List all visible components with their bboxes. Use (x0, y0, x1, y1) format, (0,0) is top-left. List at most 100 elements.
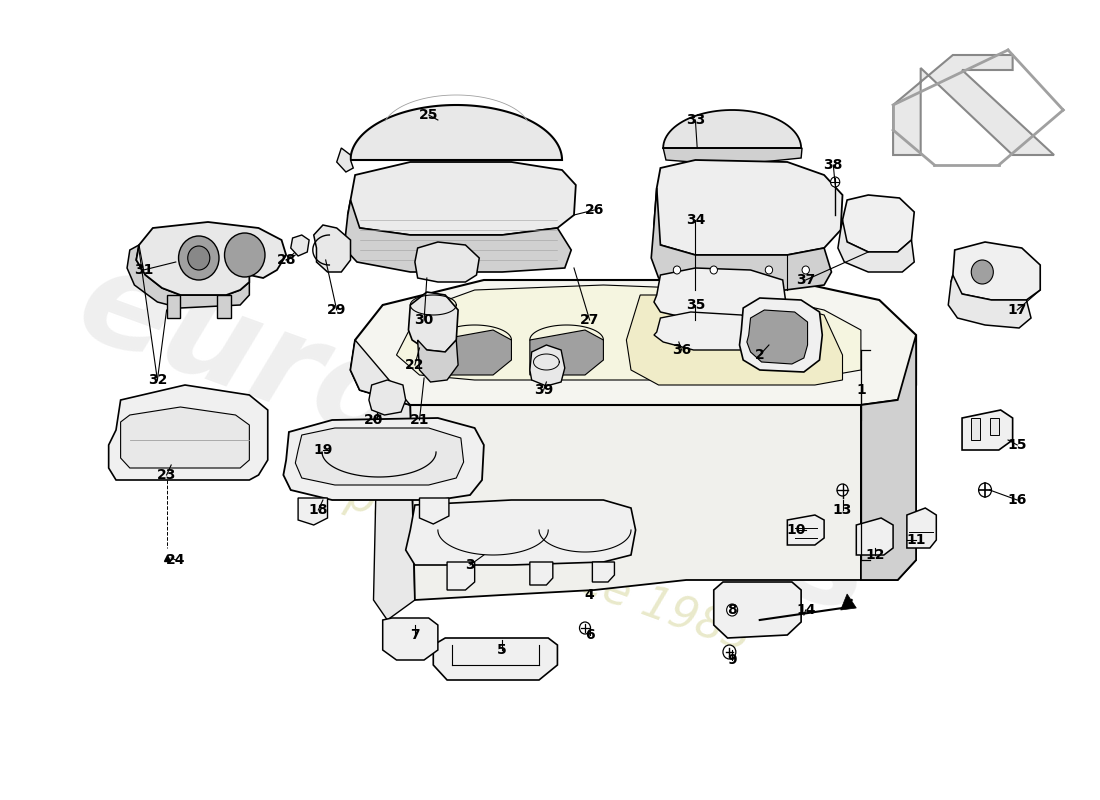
Text: 29: 29 (327, 303, 346, 317)
Text: 9: 9 (727, 653, 737, 667)
Polygon shape (298, 498, 328, 525)
Circle shape (178, 236, 219, 280)
Circle shape (979, 483, 991, 497)
Text: 21: 21 (409, 413, 429, 427)
Polygon shape (663, 110, 801, 148)
Polygon shape (314, 225, 351, 272)
Circle shape (723, 645, 736, 659)
Polygon shape (626, 295, 843, 385)
Text: 30: 30 (415, 313, 433, 327)
Polygon shape (126, 245, 250, 308)
Text: 17: 17 (1008, 303, 1027, 317)
Polygon shape (284, 418, 484, 500)
Polygon shape (415, 242, 480, 282)
Polygon shape (654, 160, 843, 255)
Text: 32: 32 (147, 373, 167, 387)
Polygon shape (840, 594, 856, 610)
Polygon shape (447, 562, 475, 590)
Text: 13: 13 (833, 503, 853, 517)
Polygon shape (530, 345, 564, 386)
Polygon shape (856, 518, 893, 555)
Polygon shape (906, 508, 936, 548)
Polygon shape (406, 500, 636, 565)
Polygon shape (651, 188, 832, 290)
Polygon shape (410, 405, 916, 600)
Polygon shape (166, 295, 180, 318)
Circle shape (830, 177, 839, 187)
Polygon shape (217, 295, 231, 318)
Polygon shape (121, 407, 250, 468)
Polygon shape (654, 312, 760, 350)
Polygon shape (948, 275, 1031, 328)
Polygon shape (351, 280, 916, 405)
Polygon shape (383, 618, 438, 660)
Polygon shape (419, 498, 449, 524)
Text: 6: 6 (585, 628, 594, 642)
Circle shape (580, 622, 591, 634)
Polygon shape (747, 310, 807, 364)
Text: 24: 24 (166, 553, 186, 567)
Polygon shape (351, 105, 562, 160)
Circle shape (673, 266, 681, 274)
Polygon shape (136, 222, 286, 295)
Text: 7: 7 (410, 628, 420, 642)
Circle shape (711, 266, 717, 274)
Text: 18: 18 (309, 503, 328, 517)
Polygon shape (433, 638, 558, 680)
Polygon shape (893, 55, 1054, 155)
Text: 15: 15 (1008, 438, 1027, 452)
Polygon shape (295, 428, 463, 485)
Polygon shape (840, 195, 914, 252)
Polygon shape (337, 148, 353, 172)
Polygon shape (530, 330, 604, 375)
Polygon shape (109, 385, 267, 480)
Text: 3: 3 (465, 558, 475, 572)
Text: 19: 19 (314, 443, 332, 457)
Polygon shape (344, 200, 571, 272)
Polygon shape (530, 562, 553, 585)
Text: 2: 2 (755, 348, 764, 362)
Polygon shape (348, 162, 575, 235)
Polygon shape (861, 335, 916, 580)
Polygon shape (990, 418, 999, 435)
Text: a passion since 1985: a passion since 1985 (302, 460, 757, 660)
Polygon shape (418, 340, 458, 382)
Polygon shape (714, 582, 801, 638)
Polygon shape (952, 242, 1041, 300)
Text: 25: 25 (419, 108, 439, 122)
Text: 1: 1 (856, 383, 866, 397)
Text: 4: 4 (585, 588, 594, 602)
Circle shape (837, 484, 848, 496)
Polygon shape (663, 148, 802, 165)
Polygon shape (438, 330, 512, 375)
Text: 14: 14 (796, 603, 815, 617)
Text: 5: 5 (497, 643, 507, 657)
Text: 34: 34 (685, 213, 705, 227)
Text: 8: 8 (727, 603, 737, 617)
Polygon shape (368, 380, 406, 415)
Text: 20: 20 (364, 413, 383, 427)
Polygon shape (593, 562, 615, 582)
Text: 22: 22 (405, 358, 425, 372)
Text: 26: 26 (584, 203, 604, 217)
Polygon shape (962, 410, 1013, 450)
Text: 35: 35 (685, 298, 705, 312)
Text: 31: 31 (134, 263, 153, 277)
Polygon shape (290, 235, 309, 256)
Text: 12: 12 (865, 548, 884, 562)
Polygon shape (654, 268, 785, 322)
Text: 36: 36 (672, 343, 691, 357)
Polygon shape (838, 220, 914, 272)
Text: 39: 39 (534, 383, 553, 397)
Circle shape (766, 266, 772, 274)
Circle shape (727, 604, 738, 616)
Polygon shape (739, 298, 823, 372)
Text: 27: 27 (580, 313, 600, 327)
Text: 10: 10 (786, 523, 806, 537)
Text: 37: 37 (796, 273, 815, 287)
Circle shape (188, 246, 210, 270)
Circle shape (971, 260, 993, 284)
Polygon shape (351, 340, 415, 620)
Polygon shape (408, 292, 458, 352)
Polygon shape (351, 340, 410, 405)
